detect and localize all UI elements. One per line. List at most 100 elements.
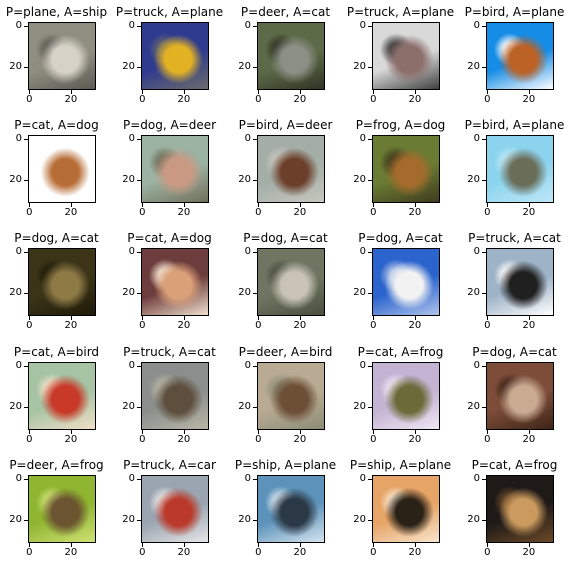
image-panel: P=truck, A=car 0 20 0 20: [113, 458, 226, 571]
x-tick-mark: [70, 90, 72, 94]
panel-image: [487, 476, 553, 542]
x-tick-mark: [70, 316, 72, 320]
x-tick-label: 20: [293, 320, 307, 331]
x-tick-label: 0: [139, 207, 146, 218]
x-tick-mark: [142, 203, 144, 207]
y-tick-mark: [368, 66, 372, 68]
y-tick-label: 0: [473, 20, 480, 32]
x-tick-label: 0: [139, 94, 146, 105]
x-tick-mark: [183, 90, 185, 94]
panel-image: [142, 476, 208, 542]
y-tick-mark: [137, 66, 141, 68]
image-axes: [486, 475, 554, 543]
y-tick-label: 0: [244, 133, 251, 145]
panel-title: P=bird, A=plane: [464, 118, 565, 132]
y-tick-label: 20: [353, 513, 366, 525]
y-tick-label: 0: [473, 360, 480, 372]
x-tick-mark: [70, 203, 72, 207]
x-tick-mark: [528, 203, 530, 207]
y-tick-mark: [137, 26, 141, 28]
image-panel: P=dog, A=cat 0 20 0 20: [0, 231, 113, 344]
panel-title: P=truck, A=car: [123, 458, 216, 472]
panel-image: [373, 249, 439, 315]
y-tick-label: 20: [9, 286, 22, 298]
x-tick-mark: [29, 316, 31, 320]
image-axes: [257, 362, 325, 430]
y-tick-label: 20: [122, 513, 135, 525]
y-tick-mark: [482, 179, 486, 181]
image-panel: P=bird, A=deer 0 20 0 20: [229, 118, 342, 231]
y-tick-mark: [253, 66, 257, 68]
y-tick-label: 0: [359, 20, 366, 32]
panel-image: [258, 23, 324, 89]
y-tick-mark: [368, 179, 372, 181]
image-axes: [486, 248, 554, 316]
y-tick-mark: [368, 252, 372, 254]
image-axes: [486, 22, 554, 90]
y-tick-mark: [24, 139, 28, 141]
image-panel: P=cat, A=bird 0 20 0 20: [0, 345, 113, 458]
x-tick-mark: [487, 430, 489, 434]
x-tick-mark: [299, 90, 301, 94]
y-tick-mark: [253, 406, 257, 408]
x-tick-label: 20: [522, 207, 536, 218]
panel-title: P=dog, A=deer: [122, 118, 217, 132]
x-tick-label: 20: [177, 94, 191, 105]
image-axes: [141, 22, 209, 90]
y-tick-label: 0: [359, 473, 366, 485]
y-tick-mark: [368, 139, 372, 141]
y-tick-mark: [137, 519, 141, 521]
x-tick-label: 0: [370, 434, 377, 445]
panel-title: P=dog, A=cat: [358, 231, 443, 245]
image-panel: P=dog, A=cat 0 20 0 20: [458, 345, 571, 458]
image-panel: P=frog, A=dog 0 20 0 20: [344, 118, 457, 231]
x-tick-mark: [299, 543, 301, 547]
x-tick-mark: [29, 90, 31, 94]
x-tick-mark: [414, 543, 416, 547]
image-panel: P=truck, A=cat 0 20 0 20: [113, 345, 226, 458]
panel-title: P=cat, A=frog: [357, 345, 444, 359]
image-panel: P=dog, A=deer 0 20 0 20: [113, 118, 226, 231]
x-tick-label: 0: [255, 94, 262, 105]
y-tick-mark: [24, 179, 28, 181]
image-axes: [486, 135, 554, 203]
panel-image: [487, 136, 553, 202]
y-tick-mark: [368, 292, 372, 294]
y-tick-mark: [368, 519, 372, 521]
x-tick-mark: [528, 316, 530, 320]
y-tick-label: 20: [238, 513, 251, 525]
x-tick-mark: [258, 543, 260, 547]
image-axes: [28, 135, 96, 203]
x-tick-label: 20: [408, 94, 422, 105]
x-tick-label: 20: [408, 434, 422, 445]
y-tick-label: 20: [122, 173, 135, 185]
image-panel: P=dog, A=cat 0 20 0 20: [344, 231, 457, 344]
y-tick-mark: [24, 519, 28, 521]
image-axes: [372, 362, 440, 430]
x-tick-label: 0: [26, 547, 33, 558]
y-tick-mark: [482, 252, 486, 254]
y-tick-label: 0: [473, 133, 480, 145]
image-panel: P=cat, A=frog 0 20 0 20: [458, 458, 571, 571]
y-tick-label: 0: [128, 133, 135, 145]
y-tick-mark: [368, 366, 372, 368]
y-tick-mark: [368, 406, 372, 408]
y-tick-mark: [482, 139, 486, 141]
x-tick-label: 20: [522, 320, 536, 331]
x-tick-label: 0: [484, 94, 491, 105]
x-tick-label: 0: [26, 94, 33, 105]
y-tick-label: 20: [122, 286, 135, 298]
x-tick-mark: [29, 430, 31, 434]
x-tick-mark: [183, 430, 185, 434]
x-tick-mark: [414, 203, 416, 207]
x-tick-label: 0: [26, 320, 33, 331]
y-tick-mark: [253, 519, 257, 521]
x-tick-label: 0: [139, 547, 146, 558]
y-tick-mark: [482, 479, 486, 481]
x-tick-label: 20: [177, 320, 191, 331]
x-tick-label: 0: [370, 94, 377, 105]
x-tick-mark: [258, 316, 260, 320]
image-axes: [28, 248, 96, 316]
x-tick-mark: [528, 90, 530, 94]
